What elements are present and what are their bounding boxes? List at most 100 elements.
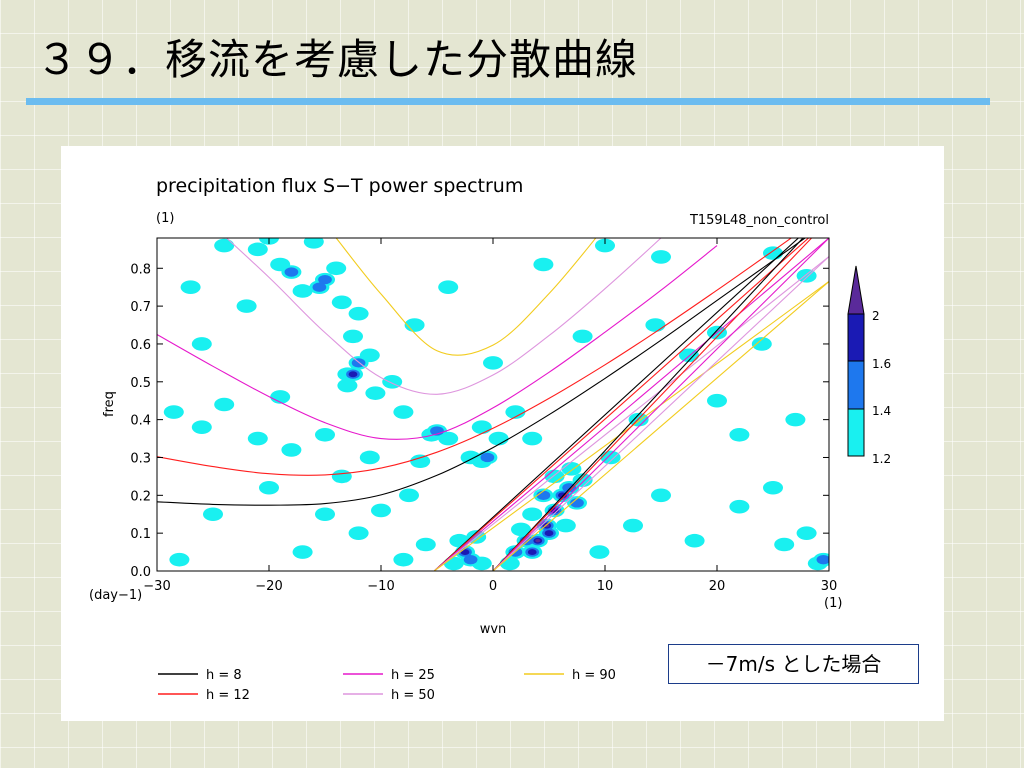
contour-cell-46-level-1 [331,295,352,310]
contour-cell-65-level-1 [331,469,352,484]
contour-cell-83-level-1 [763,246,783,260]
note-box: －7m/s とした場合 [668,644,919,684]
x-tick-label-1: −20 [255,579,282,594]
x-tick-label-6: 30 [821,579,838,594]
y-axis-label: freq [102,391,117,417]
contour-cell-22-level-1 [443,556,464,571]
contour-cell-94-level-1 [763,480,783,495]
legend-label-3: h = 50 [391,688,435,703]
legend-label-4: h = 90 [572,668,616,683]
y-tick-label-1: 0.1 [130,527,151,542]
contour-cell-19-level-2 [463,554,478,565]
legend-label-0: h = 8 [206,668,242,683]
contour-cell-73-level-1 [259,480,279,495]
contour-cell-57-level-1 [163,405,184,419]
contour-cell-56-level-1 [191,420,212,435]
contour-cell-87-level-1 [751,337,772,351]
dispersion-curve-12 [492,238,829,571]
contour-cell-81-level-1 [595,238,615,253]
y-unit-label: (day−1) [89,588,142,603]
contour-cell-97-level-1 [774,537,795,552]
x-tick-label-4: 10 [597,579,614,594]
contour-cell-101-level-1 [623,518,643,533]
dispersion-curves [157,238,829,571]
contour-cell-35-level-1 [359,348,380,363]
contour-cell-88-level-1 [707,393,727,408]
title-underline [26,98,990,105]
contour-cell-105-level-1 [483,356,503,370]
contour-cell-8-level-2 [570,498,584,508]
contour-cell-40-level-2 [318,274,332,285]
dispersion-curve-11 [492,238,813,571]
dispersion-curve-5 [433,238,800,571]
colorbar: 1.2 1.4 1.6 2 [847,265,891,466]
chart-panel: precipitation flux S−T power spectrum (1… [61,146,944,721]
contour-cell-72-level-1 [203,507,223,522]
contour-cell-61-level-1 [359,450,380,465]
contour-cell-75-level-1 [292,545,313,559]
contour-cell-5-level-3 [544,530,554,537]
y-tick-label-3: 0.3 [130,451,151,466]
contour-cell-41-level-1 [292,284,313,298]
dispersion-curve-8 [433,256,829,571]
y-tick-label-4: 0.4 [130,414,151,429]
y-tick-label-2: 0.2 [130,489,151,504]
colorbar-segment-0 [847,408,865,457]
contour-cell-45-level-1 [348,306,369,321]
contour-cell-42-level-1 [326,261,347,276]
contour-cell-104-level-1 [572,329,593,344]
axes: −30 −20 −10 0 10 20 30 0.0 0.1 0.2 0.3 0.4 0.5 0.6 0.7… [130,238,837,594]
dispersion-curve-10 [492,238,804,571]
contour-cell-59-level-1 [281,443,302,457]
contour-cell-85-level-1 [645,318,666,332]
slide-title: ３９．移流を考慮した分散曲線 [36,35,639,84]
colorbar-segment-1 [847,360,865,410]
contour-cell-44-level-1 [270,257,291,272]
contour-cell-55-level-1 [180,280,201,294]
contour-cell-89-level-1 [785,412,806,427]
y-tick-label-6: 0.6 [130,338,151,353]
contour-cell-28-level-1 [488,431,509,446]
contour-cell-1-level-4 [535,539,541,543]
legend-label-2: h = 25 [391,668,435,683]
contour-cell-63-level-1 [214,397,235,412]
y-tick-label-7: 0.7 [130,300,151,315]
contour-cell-82-level-1 [651,250,671,264]
contour-cell-15-level-1 [555,518,576,533]
spectrum-contours [163,238,829,571]
contour-cell-70-level-1 [393,552,414,567]
contour-cell-9-level-2 [536,490,551,500]
contour-cell-32-level-1 [471,420,492,435]
colorbar-segment-2 [847,313,865,362]
contour-cell-0-level-3 [527,549,537,556]
chart-svg: precipitation flux S−T power spectrum (1… [89,175,891,703]
dispersion-curve-3 [225,238,662,395]
contour-cell-38-level-3 [348,371,358,378]
contour-cell-68-level-1 [315,507,335,522]
contour-cell-48-level-1 [365,386,386,400]
contour-cell-102-level-1 [589,545,610,559]
dispersion-curve-7 [433,238,829,571]
dispersion-curve-1 [157,238,793,476]
contour-cell-69-level-1 [410,454,431,469]
colorbar-label-1: 1.4 [872,404,891,418]
contour-cell-93-level-1 [651,488,671,503]
contour-cell-49-level-1 [337,378,358,393]
contour-cell-33-level-1 [522,431,543,446]
chart-title: precipitation flux S−T power spectrum [156,175,523,197]
contour-cell-91-level-1 [628,412,649,427]
contour-cell-17-level-1 [511,522,531,537]
contour-cell-100-level-1 [684,533,705,548]
contour-cell-76-level-1 [348,526,369,540]
x-tick-label-3: 0 [489,579,497,594]
dispersion-curve-0 [157,238,807,506]
y-tick-label-5: 0.5 [130,376,151,391]
x-tick-label-0: −30 [143,579,170,594]
run-label: T159L48_non_control [689,213,829,228]
contour-cell-90-level-1 [729,427,750,442]
dispersion-curve-13 [492,256,829,571]
contour-cell-16-level-1 [499,556,520,571]
contour-cell-62-level-1 [393,405,414,419]
x-tick-label-5: 20 [709,579,726,594]
colorbar-label-0: 1.2 [872,452,891,466]
